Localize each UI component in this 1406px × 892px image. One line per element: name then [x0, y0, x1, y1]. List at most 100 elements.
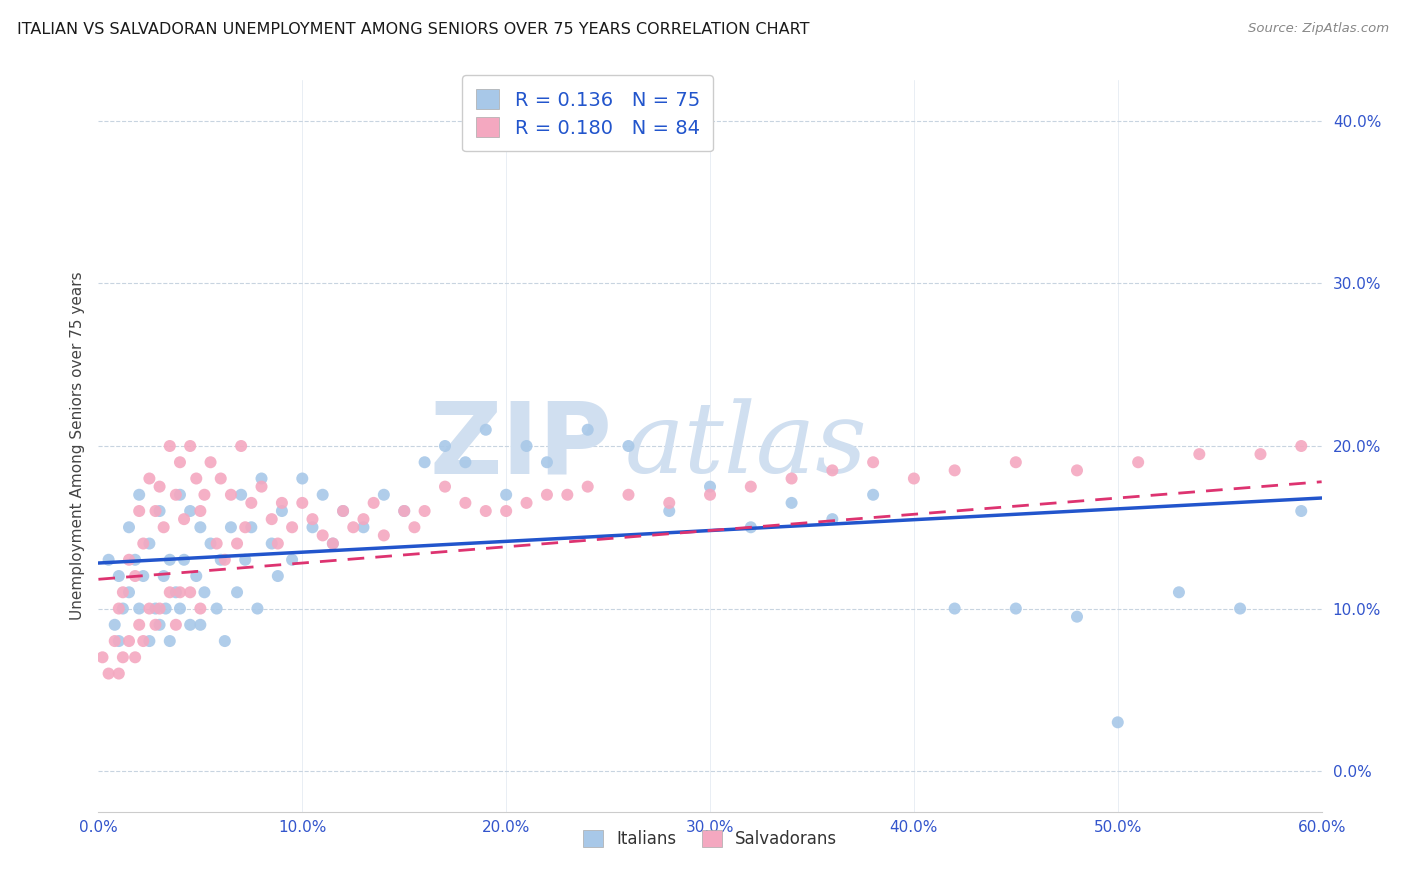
Point [118, 520, 141, 534]
Point [740, 480, 762, 494]
Point [97, 553, 120, 567]
Point [250, 480, 273, 494]
Point [392, 504, 416, 518]
Point [474, 504, 498, 518]
Point [165, 488, 187, 502]
Text: atlas: atlas [624, 399, 868, 493]
Point [699, 488, 721, 502]
Point [104, 617, 127, 632]
Point [240, 496, 263, 510]
Point [555, 488, 579, 502]
Point [1249, 447, 1271, 461]
Point [200, 455, 222, 469]
Point [413, 504, 436, 518]
Point [152, 520, 174, 534]
Point [1167, 585, 1189, 599]
Point [780, 471, 803, 485]
Point [821, 512, 844, 526]
Legend: Italians, Salvadorans: Italians, Salvadorans [576, 823, 844, 855]
Point [495, 504, 517, 518]
Point [658, 504, 681, 518]
Point [188, 520, 212, 534]
Point [231, 439, 253, 453]
Point [862, 488, 884, 502]
Point [363, 496, 385, 510]
Point [111, 601, 134, 615]
Point [91, 650, 114, 665]
Point [454, 496, 477, 510]
Point [1066, 463, 1088, 477]
Point [111, 650, 134, 665]
Point [138, 471, 160, 485]
Point [267, 569, 290, 583]
Point [200, 536, 222, 550]
Point [291, 496, 314, 510]
Point [149, 504, 172, 518]
Point [516, 496, 538, 510]
Point [373, 528, 395, 542]
Point [392, 504, 416, 518]
Point [536, 488, 558, 502]
Point [169, 488, 191, 502]
Point [118, 585, 141, 599]
Point [617, 488, 640, 502]
Point [159, 553, 181, 567]
Point [576, 480, 599, 494]
Point [862, 455, 884, 469]
Point [138, 601, 160, 615]
Point [1107, 715, 1129, 730]
Point [821, 463, 844, 477]
Point [699, 480, 721, 494]
Point [270, 496, 294, 510]
Point [188, 601, 212, 615]
Point [124, 569, 146, 583]
Point [97, 666, 120, 681]
Point [231, 488, 253, 502]
Point [159, 439, 181, 453]
Point [250, 471, 273, 485]
Point [149, 601, 172, 615]
Point [434, 480, 457, 494]
Point [193, 488, 215, 502]
Point [352, 512, 374, 526]
Point [270, 504, 294, 518]
Point [226, 585, 249, 599]
Point [179, 617, 201, 632]
Point [165, 585, 187, 599]
Point [108, 601, 131, 615]
Y-axis label: Unemployment Among Seniors over 75 years: Unemployment Among Seniors over 75 years [69, 272, 84, 620]
Point [186, 569, 208, 583]
Point [536, 455, 558, 469]
Point [179, 504, 201, 518]
Point [373, 488, 395, 502]
Point [312, 488, 335, 502]
Point [740, 520, 762, 534]
Point [159, 585, 181, 599]
Point [233, 520, 256, 534]
Point [246, 601, 269, 615]
Point [260, 512, 283, 526]
Text: ITALIAN VS SALVADORAN UNEMPLOYMENT AMONG SENIORS OVER 75 YEARS CORRELATION CHART: ITALIAN VS SALVADORAN UNEMPLOYMENT AMONG… [17, 22, 810, 37]
Point [1229, 601, 1251, 615]
Point [111, 585, 134, 599]
Point [169, 585, 191, 599]
Point [169, 455, 191, 469]
Point [943, 601, 966, 615]
Point [1004, 601, 1026, 615]
Point [132, 634, 155, 648]
Point [128, 617, 150, 632]
Point [301, 520, 323, 534]
Point [474, 423, 498, 437]
Point [322, 536, 344, 550]
Point [124, 650, 146, 665]
Point [118, 553, 141, 567]
Point [188, 617, 212, 632]
Point [1291, 504, 1313, 518]
Point [342, 520, 364, 534]
Point [780, 496, 803, 510]
Point [186, 471, 208, 485]
Point [301, 512, 323, 526]
Point [454, 455, 477, 469]
Point [281, 520, 304, 534]
Point [159, 634, 181, 648]
